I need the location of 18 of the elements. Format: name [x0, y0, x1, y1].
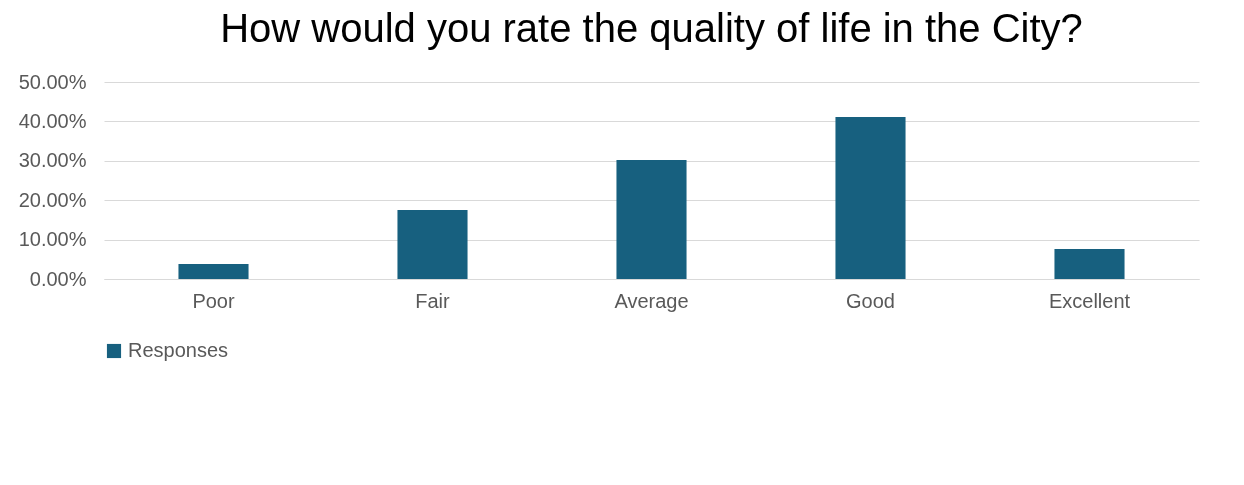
x-tick-label: Fair [415, 289, 451, 312]
legend-label: Responses [128, 339, 229, 361]
x-tick-label: Poor [192, 289, 235, 312]
bar [835, 117, 906, 279]
y-tick-label: 30.00% [18, 149, 87, 172]
bar [178, 264, 249, 279]
y-tick-label: 0.00% [29, 267, 87, 290]
bar [1054, 249, 1125, 279]
bar [616, 160, 687, 279]
x-tick-label: Excellent [1048, 289, 1131, 312]
y-tick-label: 10.00% [18, 228, 87, 251]
y-tick-label: 40.00% [18, 109, 87, 132]
chart-title: How would you rate the quality of life in the City? [220, 6, 1083, 50]
y-tick-label: 20.00% [18, 188, 87, 211]
x-tick-label: Good [846, 289, 895, 312]
y-tick-label: 50.00% [18, 70, 87, 93]
bar [397, 210, 468, 279]
x-tick-label: Average [614, 289, 689, 312]
